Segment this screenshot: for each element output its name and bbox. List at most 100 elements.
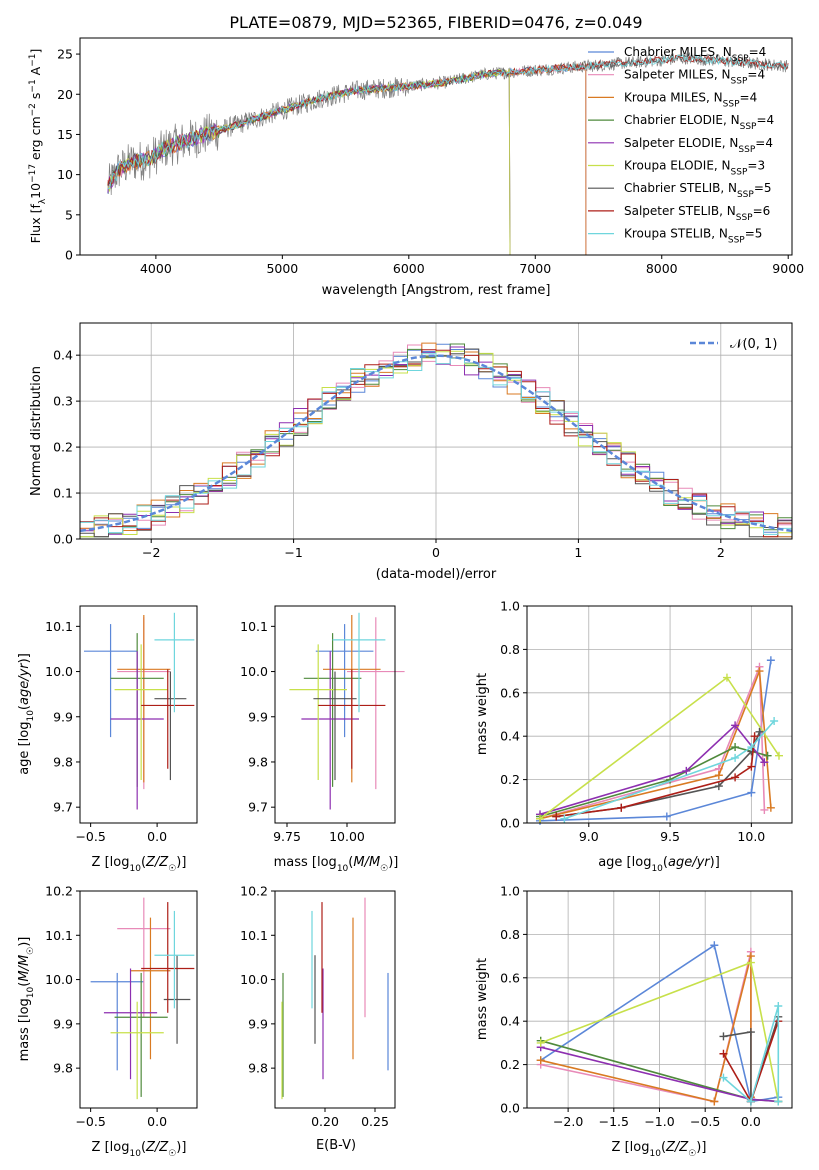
mass-vs-metallicity-errorbars (90, 897, 195, 1100)
weight-vs-metallicity-ticks: −2.0 −1.5 −1.0 −0.5 0.0 0.0 0.2 0.4 0.6 0.8 1.0 (500, 884, 761, 1130)
weight-vs-age-xlabel: age [log10(age/yr)] (598, 855, 720, 874)
legend-tail: =5 (754, 181, 772, 195)
spectrum-xtick-label: 5000 (266, 261, 298, 276)
spectrum-ytick-label: 0 (65, 248, 73, 263)
age-vs-metallicity-ylabel: age [log10(age/yr)] (17, 653, 36, 775)
residuals-ytick-label: 0.4 (53, 348, 73, 363)
mass-vs-metallicity-frame (79, 890, 198, 1109)
weight-vs-z-line-kroupa-stelib (722, 1005, 780, 1103)
weight-vs-age-marker-salpeter-stelib (750, 732, 759, 741)
weight-vs-metallicity-grid (527, 890, 792, 1109)
weight-vs-z-xtick-label: −1.0 (644, 1114, 674, 1129)
gaussian-legend-label: 𝒩(0, 1) (730, 337, 777, 352)
weight-vs-age-ytick-label: 0.0 (500, 816, 520, 831)
age-vs-mass-frame (274, 605, 396, 824)
figure-title: PLATE=0879, MJD=52365, FIBERID=0476, z=0… (229, 13, 642, 32)
age-vs-metallicity-ticks: −0.5 0.0 9.7 9.8 9.9 10.0 10.1 (45, 619, 167, 844)
weight-vs-age-line-salpeter-stelib (556, 736, 756, 818)
weight-vs-z-marker-kroupa-stelib (746, 1097, 755, 1106)
residuals-ticks: −2 −1 0 1 2 0.0 0.1 0.2 0.3 0.4 (53, 348, 725, 560)
residuals-xtick-label: −1 (284, 545, 302, 560)
age-vs-mass-ytick-label: 9.8 (248, 754, 268, 769)
weight-vs-age-marker-chabrier-miles (747, 788, 756, 797)
residuals-panel: −2 −1 0 1 2 0.0 0.1 0.2 0.3 0.4 (data-model)/erro… (29, 322, 793, 582)
spectrum-xtick-label: 8000 (646, 261, 678, 276)
weight-vs-age-ytick-label: 0.4 (500, 729, 520, 744)
legend-label-salpeter-miles: Salpeter MILES, NSSP=4 (624, 68, 765, 87)
weight-vs-metallicity-xlabel: Z [log10(Z/Z☉)] (612, 1140, 707, 1159)
mass-vs-z-ytick-label: 10.2 (45, 884, 73, 899)
weight-vs-z-marker-kroupa-elodie (536, 1038, 545, 1047)
weight-vs-age-marker-salpeter-stelib (747, 762, 756, 771)
age-vs-z-ytick-label: 10.1 (45, 619, 73, 634)
legend-label-salpeter-elodie: Salpeter ELODIE, NSSP=4 (624, 136, 773, 155)
residual-hist-salpeter-stelib (80, 349, 792, 538)
weight-vs-age-line-kroupa-miles (539, 670, 772, 820)
residuals-xlabel: (data-model)/error (376, 567, 497, 582)
spectrum-ytick-label: 15 (57, 127, 73, 142)
legend-label-chabrier-miles: Chabrier MILES, NSSP=4 (624, 45, 766, 64)
weight-vs-z-marker-salpeter-stelib (719, 1049, 728, 1058)
weight-vs-age-line-kroupa-stelib (564, 720, 775, 820)
mass-vs-extinction-ticks: 0.20 0.25 9.8 9.9 10.0 10.1 10.2 (240, 884, 389, 1130)
mass-vs-z-xtick-label: −0.5 (75, 1114, 105, 1129)
weight-vs-age-marker-kroupa-stelib (731, 753, 740, 762)
legend-tail: =4 (740, 90, 758, 104)
weight-vs-z-marker-kroupa-stelib (774, 1002, 783, 1011)
age-vs-z-xtick-label: 0.0 (147, 829, 167, 844)
weight-vs-age-marker-salpeter-miles (760, 805, 769, 814)
weight-vs-age-marker-salpeter-elodie (760, 758, 769, 767)
mass-vs-ebv-ytick-label: 9.8 (248, 1061, 268, 1076)
weight-vs-z-line-kroupa-miles (540, 955, 752, 1103)
residuals-ytick-label: 0.3 (53, 394, 73, 409)
age-vs-metallicity-frame (79, 605, 198, 824)
legend-label-kroupa-miles: Kroupa MILES, NSSP=4 (624, 90, 757, 109)
weight-vs-age-marker-kroupa-stelib (560, 814, 569, 823)
mass-vs-metallicity-panel: −0.5 0.0 9.8 9.9 10.0 10.1 10.2 Z [log10(Z/Z☉)… (17, 884, 198, 1159)
weight-vs-age-xtick-label: 9.0 (579, 829, 599, 844)
spectrum-lines (107, 51, 789, 256)
mass-vs-extinction-xlabel: E(B-V) (316, 1138, 356, 1153)
legend-tail: =4 (747, 68, 765, 82)
age-vs-mass-errorbars (289, 612, 405, 810)
weight-vs-z-xtick-label: 0.0 (741, 1114, 761, 1129)
legend-sub: SSP (723, 99, 740, 109)
weight-vs-metallicity-lines (536, 941, 783, 1106)
weight-vs-z-marker-chabrier-stelib (746, 1028, 755, 1037)
age-vs-metallicity-panel: −0.5 0.0 9.7 9.8 9.9 10.0 10.1 Z [log10(Z/Z☉)]… (17, 605, 198, 874)
spectrum-xlabel: wavelength [Angstrom, rest frame] (322, 283, 551, 298)
weight-vs-age-marker-kroupa-elodie (536, 814, 545, 823)
weight-vs-z-marker-kroupa-stelib (719, 1073, 728, 1082)
mass-vs-ebv-ytick-label: 10.2 (240, 884, 268, 899)
weight-vs-age-marker-kroupa-miles (755, 667, 764, 676)
legend-label-kroupa-stelib: Kroupa STELIB, NSSP=5 (624, 227, 762, 246)
age-vs-z-xtick-label: −0.5 (75, 829, 105, 844)
spectrum-legend: Chabrier MILES, NSSP=4 Salpeter MILES, NS… (588, 45, 774, 246)
spectrum-ytick-label: 10 (57, 167, 73, 182)
age-vs-z-ytick-label: 9.9 (53, 709, 73, 724)
spectrum-ytick-label: 5 (65, 207, 73, 222)
residuals-xtick-label: 2 (717, 545, 725, 560)
weight-vs-z-marker-kroupa-elodie (746, 958, 755, 967)
weight-vs-z-ytick-label: 0.8 (500, 927, 520, 942)
weight-vs-age-marker-chabrier-stelib (755, 727, 764, 736)
spectrum-panel: 4000 5000 6000 7000 8000 9000 0 5 10 15 20 25 wavel… (28, 37, 804, 298)
residuals-xtick-label: −2 (142, 545, 160, 560)
weight-vs-z-marker-chabrier-miles (710, 941, 719, 950)
weight-vs-z-ytick-label: 0.6 (500, 970, 520, 985)
weight-vs-age-marker-kroupa-elodie (722, 673, 731, 682)
mass-vs-metallicity-xlabel: Z [log10(Z/Z☉)] (92, 1140, 187, 1159)
residuals-ytick-label: 0.1 (53, 486, 73, 501)
weight-vs-age-marker-salpeter-elodie (682, 766, 691, 775)
spectrum-ytick-label: 25 (57, 47, 73, 62)
weight-vs-age-marker-salpeter-elodie (731, 721, 740, 730)
weight-vs-age-marker-chabrier-miles (662, 812, 671, 821)
mass-vs-z-ytick-label: 10.1 (45, 928, 73, 943)
weight-vs-age-ytick-label: 0.8 (500, 642, 520, 657)
weight-vs-age-marker-kroupa-stelib (747, 743, 756, 752)
weight-vs-age-ytick-label: 0.6 (500, 685, 520, 700)
residuals-ytick-label: 0.2 (53, 440, 73, 455)
weight-vs-age-line-salpeter-miles (539, 666, 766, 820)
weight-vs-age-frame (526, 605, 793, 824)
